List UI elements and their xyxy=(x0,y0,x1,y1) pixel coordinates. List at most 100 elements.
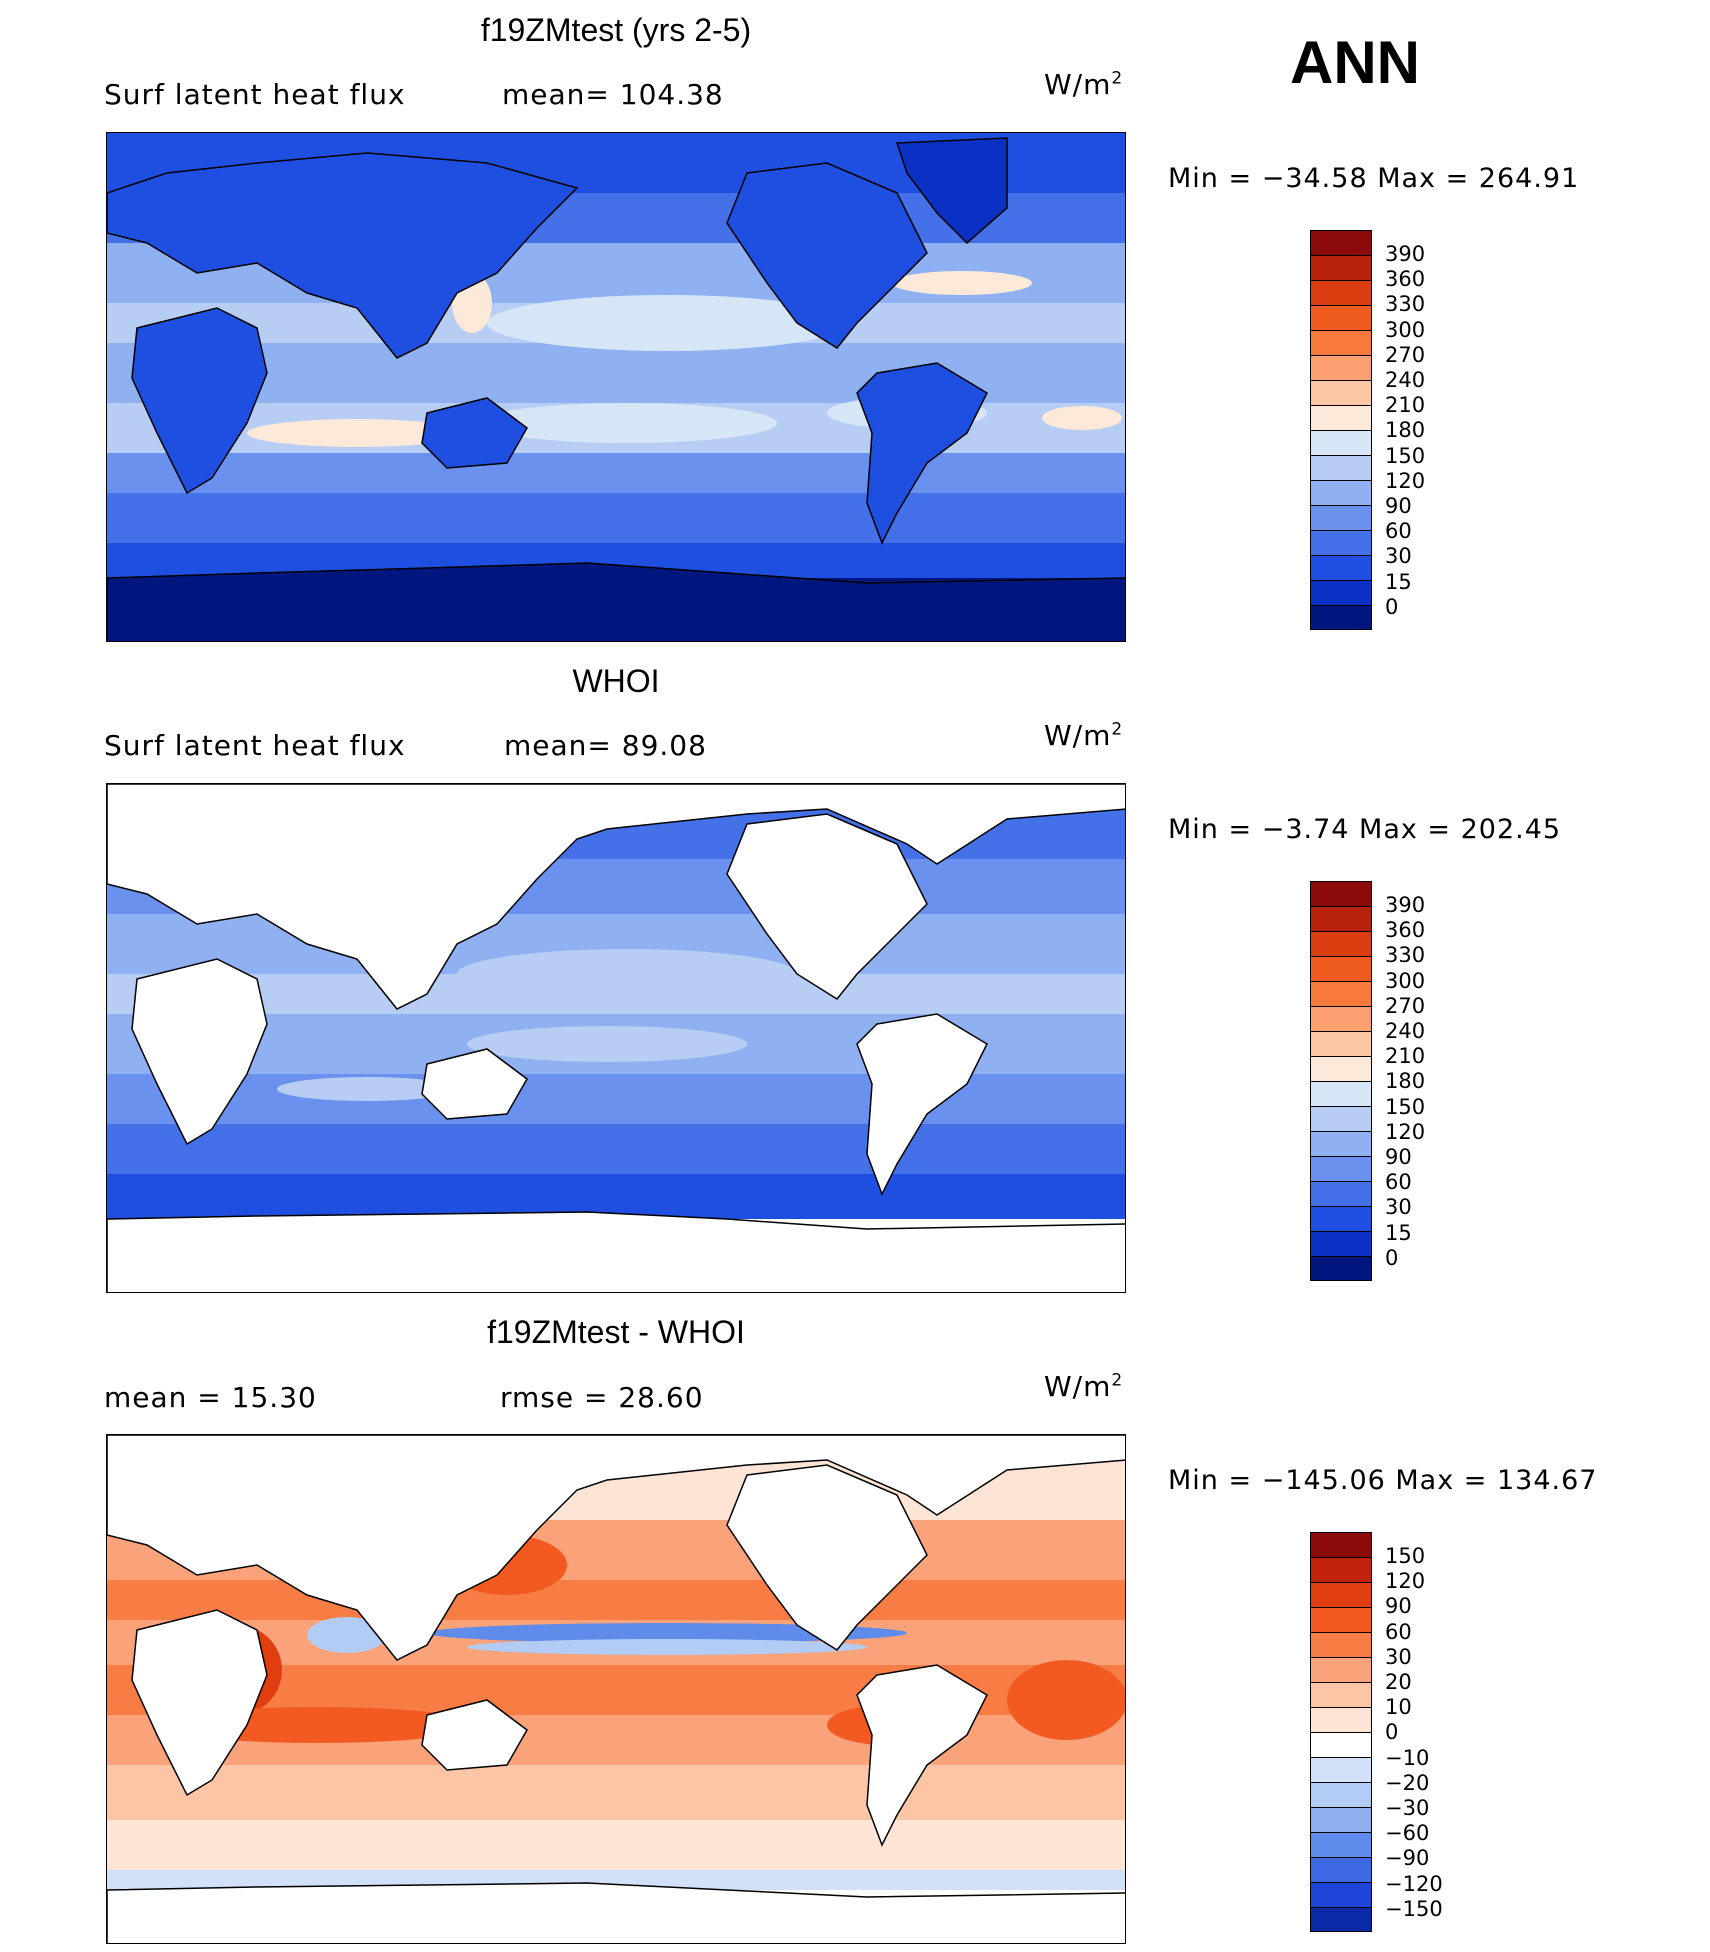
colorbar-swatch xyxy=(1310,1832,1372,1857)
colorbar-label: 90 xyxy=(1385,1145,1412,1170)
colorbar-label: 150 xyxy=(1385,1094,1426,1119)
colorbar-swatch xyxy=(1310,330,1372,355)
colorbar-swatch xyxy=(1310,1031,1372,1056)
colorbar-swatch xyxy=(1310,931,1372,956)
colorbar-swatch xyxy=(1310,956,1372,981)
colorbar-label: 360 xyxy=(1385,267,1426,292)
panel1-colorbar-labels: 390 360 330 300 270 240 210 180 150 120 … xyxy=(1385,242,1425,620)
colorbar-swatch xyxy=(1310,981,1372,1006)
colorbar-swatch xyxy=(1310,1607,1372,1632)
colorbar-swatch xyxy=(1310,1206,1372,1231)
colorbar-swatch xyxy=(1310,1707,1372,1732)
colorbar-swatch xyxy=(1310,255,1372,280)
colorbar-swatch xyxy=(1310,1557,1372,1582)
colorbar-label: 300 xyxy=(1385,968,1426,993)
colorbar-label: 15 xyxy=(1385,569,1412,594)
colorbar-label: 390 xyxy=(1385,893,1426,917)
panel1-minmax: Min = −34.58 Max = 264.91 xyxy=(1168,163,1580,194)
colorbar-swatch xyxy=(1310,1857,1372,1882)
panel1-units: W/m2 xyxy=(1044,68,1124,101)
panel1-variable-label: Surf latent heat flux xyxy=(104,78,406,111)
panel3-map xyxy=(106,1434,1126,1944)
colorbar-label: 30 xyxy=(1385,1195,1412,1220)
colorbar-label: 60 xyxy=(1385,1170,1412,1195)
colorbar-label: −150 xyxy=(1385,1896,1443,1921)
colorbar-label: 90 xyxy=(1385,1594,1412,1619)
colorbar-label: −120 xyxy=(1385,1871,1443,1896)
panel3-colorbar xyxy=(1310,1532,1372,1932)
panel1-map xyxy=(106,132,1126,642)
colorbar-swatch xyxy=(1310,1131,1372,1156)
colorbar-label: 30 xyxy=(1385,544,1412,569)
colorbar-swatch xyxy=(1310,1657,1372,1682)
colorbar-swatch xyxy=(1310,1907,1372,1932)
colorbar-label: 0 xyxy=(1385,1720,1399,1745)
panel2-units: W/m2 xyxy=(1044,719,1124,752)
colorbar-label: 180 xyxy=(1385,1069,1426,1094)
colorbar-label: −30 xyxy=(1385,1796,1430,1821)
colorbar-swatch xyxy=(1310,380,1372,405)
colorbar-label: 20 xyxy=(1385,1670,1412,1695)
panel1-title: f19ZMtest (yrs 2-5) xyxy=(480,12,752,48)
panel2-minmax: Min = −3.74 Max = 202.45 xyxy=(1168,814,1562,845)
colorbar-swatch xyxy=(1310,1757,1372,1782)
colorbar-swatch xyxy=(1310,1782,1372,1807)
colorbar-swatch xyxy=(1310,1231,1372,1256)
colorbar-label: 180 xyxy=(1385,418,1426,443)
colorbar-label: 240 xyxy=(1385,1019,1426,1044)
colorbar-label: 360 xyxy=(1385,918,1426,943)
panel3-colorbar-labels: 150 120 90 60 30 20 10 0 −10 −20 −30 −60… xyxy=(1385,1544,1443,1922)
colorbar-swatch xyxy=(1310,1156,1372,1181)
colorbar-swatch xyxy=(1310,906,1372,931)
colorbar-label: 60 xyxy=(1385,1619,1412,1644)
colorbar-swatch xyxy=(1310,1682,1372,1707)
colorbar-swatch xyxy=(1310,1106,1372,1131)
colorbar-label: 240 xyxy=(1385,368,1426,393)
colorbar-swatch xyxy=(1310,1807,1372,1832)
colorbar-swatch xyxy=(1310,580,1372,605)
panel2-colorbar-labels: 390 360 330 300 270 240 210 180 150 120 … xyxy=(1385,893,1425,1271)
colorbar-swatch xyxy=(1310,555,1372,580)
colorbar-swatch xyxy=(1310,605,1372,630)
colorbar-label: 0 xyxy=(1385,594,1399,619)
colorbar-swatch xyxy=(1310,1181,1372,1206)
colorbar-swatch xyxy=(1310,355,1372,380)
colorbar-swatch xyxy=(1310,530,1372,555)
colorbar-swatch xyxy=(1310,480,1372,505)
panel2-mean-label: mean= 89.08 xyxy=(504,729,707,762)
season-label: ANN xyxy=(1290,29,1420,96)
colorbar-swatch xyxy=(1310,455,1372,480)
panel3-mean-label: mean = 15.30 xyxy=(104,1381,317,1414)
colorbar-swatch xyxy=(1310,405,1372,430)
colorbar-label: 330 xyxy=(1385,943,1426,968)
colorbar-label: 15 xyxy=(1385,1220,1412,1245)
panel3-minmax: Min = −145.06 Max = 134.67 xyxy=(1168,1465,1598,1496)
colorbar-label: 0 xyxy=(1385,1245,1399,1270)
colorbar-label: 210 xyxy=(1385,1044,1426,1069)
colorbar-swatch xyxy=(1310,305,1372,330)
colorbar-label: 120 xyxy=(1385,468,1426,493)
colorbar-label: 150 xyxy=(1385,443,1426,468)
panel2-variable-label: Surf latent heat flux xyxy=(104,729,406,762)
colorbar-swatch xyxy=(1310,1256,1372,1281)
colorbar-label: 150 xyxy=(1385,1544,1426,1568)
colorbar-label: 300 xyxy=(1385,317,1426,342)
colorbar-label: 90 xyxy=(1385,494,1412,519)
colorbar-label: −10 xyxy=(1385,1745,1430,1770)
panel2-colorbar xyxy=(1310,881,1372,1281)
colorbar-label: 270 xyxy=(1385,993,1426,1018)
colorbar-swatch xyxy=(1310,1081,1372,1106)
colorbar-swatch xyxy=(1310,430,1372,455)
panel3-rmse-label: rmse = 28.60 xyxy=(500,1381,704,1414)
colorbar-swatch xyxy=(1310,1582,1372,1607)
panel1-colorbar xyxy=(1310,230,1372,630)
colorbar-swatch xyxy=(1310,280,1372,305)
colorbar-label: 120 xyxy=(1385,1119,1426,1144)
colorbar-label: 270 xyxy=(1385,342,1426,367)
colorbar-label: 30 xyxy=(1385,1644,1412,1669)
panel1-mean-label: mean= 104.38 xyxy=(502,78,724,111)
colorbar-swatch xyxy=(1310,1732,1372,1757)
colorbar-swatch xyxy=(1310,1632,1372,1657)
colorbar-swatch xyxy=(1310,881,1372,906)
colorbar-label: 10 xyxy=(1385,1695,1412,1720)
